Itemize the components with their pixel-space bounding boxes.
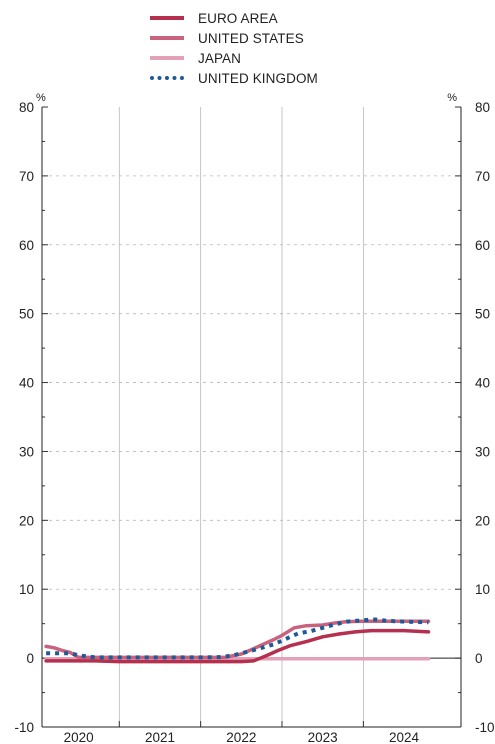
y-tick-label-left: 60 <box>19 238 34 253</box>
y-tick-label-left: 70 <box>19 169 34 184</box>
x-tick-label: 2020 <box>64 730 94 744</box>
y-tick-label-right: -10 <box>475 720 495 735</box>
y-tick-label-left: 0 <box>26 651 34 666</box>
series-line-united-kingdom <box>46 617 429 660</box>
x-tick-label: 2021 <box>145 730 175 744</box>
legend-label-united-states: UNITED STATES <box>198 30 304 46</box>
legend-label-united-kingdom: UNITED KINGDOM <box>198 70 318 86</box>
legend-swatch-united-states <box>150 36 184 40</box>
x-tick-label: 2024 <box>389 730 420 744</box>
x-tick-label: 2022 <box>226 730 256 744</box>
y-tick-label-right: 50 <box>475 307 490 322</box>
y-tick-label-right: 40 <box>475 376 490 391</box>
y-tick-label-right: 30 <box>475 444 490 459</box>
y-tick-label-left: 10 <box>19 582 34 597</box>
chart-legend: EURO AREA UNITED STATES JAPAN UNITED KIN… <box>150 8 318 88</box>
y-tick-label-right: 70 <box>475 169 490 184</box>
legend-item-united-kingdom: UNITED KINGDOM <box>150 68 318 88</box>
legend-swatch-united-kingdom <box>150 76 184 80</box>
y-tick-label-left: 50 <box>19 307 34 322</box>
y-tick-label-right: 0 <box>475 651 483 666</box>
y-tick-label-right: 60 <box>475 238 490 253</box>
legend-label-euro-area: EURO AREA <box>198 10 278 26</box>
y-tick-label-left: 80 <box>19 100 34 115</box>
y-tick-label-right: 20 <box>475 513 490 528</box>
legend-item-japan: JAPAN <box>150 48 318 68</box>
series-line-euro-area <box>44 628 431 664</box>
y-tick-label-right: 10 <box>475 582 490 597</box>
y-tick-label-left: 30 <box>19 444 34 459</box>
legend-swatch-japan <box>150 56 184 60</box>
legend-swatch-euro-area <box>150 16 184 20</box>
y-tick-label-left: -10 <box>14 720 34 735</box>
x-tick-label: 2023 <box>308 730 338 744</box>
legend-item-united-states: UNITED STATES <box>150 28 318 48</box>
series-line-united-states <box>44 619 431 660</box>
unit-label-right: % <box>447 92 457 104</box>
y-tick-label-left: 40 <box>19 376 34 391</box>
y-tick-label-right: 80 <box>475 100 490 115</box>
y-tick-label-left: 20 <box>19 513 34 528</box>
legend-label-japan: JAPAN <box>198 50 242 66</box>
unit-label-left: % <box>36 92 46 104</box>
legend-item-euro-area: EURO AREA <box>150 8 318 28</box>
